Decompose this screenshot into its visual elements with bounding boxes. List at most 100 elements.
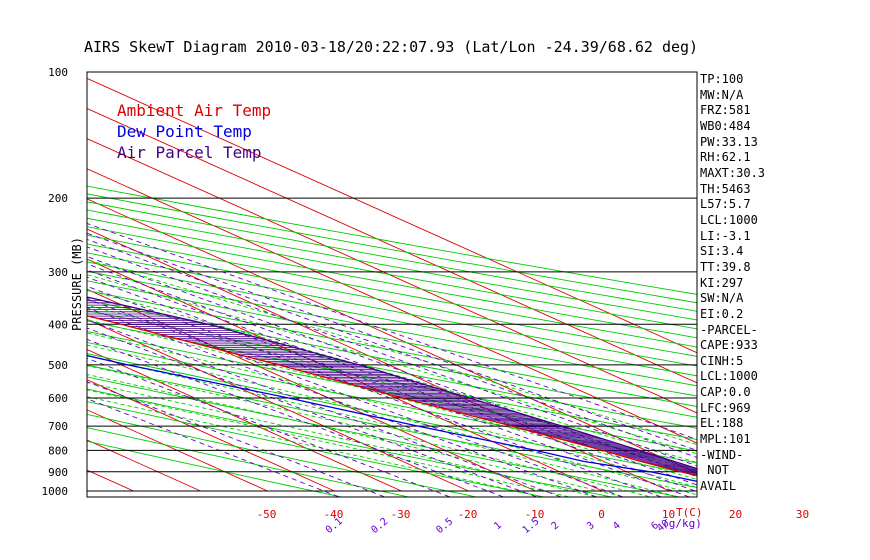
stability-indices-panel: TP:100 MW:N/A FRZ:581 WB0:484 PW:33.13 RH:62.… bbox=[700, 72, 865, 495]
pressure-tick-label: 100 bbox=[48, 66, 68, 79]
dry-adiabat-line bbox=[87, 217, 697, 330]
stability-index-entry: -WIND- bbox=[700, 447, 744, 462]
dry-adiabat-line bbox=[87, 401, 547, 497]
dry-adiabat-line bbox=[87, 341, 697, 464]
plot-frame bbox=[86, 71, 698, 498]
dry-adiabat-line bbox=[87, 226, 697, 339]
isotherm-line bbox=[87, 107, 697, 384]
x-axis-label: T(C) bbox=[676, 506, 703, 519]
dry-adiabat-line bbox=[87, 290, 697, 407]
dry-adiabat-line bbox=[87, 376, 682, 497]
pressure-tick-label: 1000 bbox=[42, 485, 69, 498]
isotherm-line bbox=[87, 168, 697, 444]
bottom-temp-tick-label: -40 bbox=[324, 508, 344, 521]
parcel-shading bbox=[87, 297, 697, 476]
mixing-ratio-tick-label: 0.2 bbox=[369, 516, 390, 536]
stability-index-entry: PW:33.13 bbox=[700, 134, 758, 149]
pressure-tick-label: 500 bbox=[48, 359, 68, 372]
mixing-ratio-unit-label: (g/kg) bbox=[662, 517, 702, 530]
bottom-temp-tick-label: 20 bbox=[729, 508, 742, 521]
stability-index-entry: CAPE:933 bbox=[700, 338, 758, 353]
legend: Ambient Air Temp Dew Point Temp Air Parcel… bbox=[117, 101, 271, 162]
bottom-temp-tick-label: -30 bbox=[391, 508, 411, 521]
stability-index-entry: AVAIL bbox=[700, 479, 737, 494]
stability-index-entry: LCL:1000 bbox=[700, 212, 758, 227]
profile-lines bbox=[87, 296, 697, 482]
pressure-tick-label: 700 bbox=[48, 420, 68, 433]
mixing-ratio-tick-label: 6 bbox=[649, 520, 661, 532]
dry-adiabat-line bbox=[87, 440, 344, 497]
pressure-tick-label: 300 bbox=[48, 266, 68, 279]
pressure-tick-label: 600 bbox=[48, 392, 68, 405]
pressure-tick-label: 200 bbox=[48, 192, 68, 205]
isotherm-line bbox=[87, 288, 536, 492]
bottom-temp-tick-label: -20 bbox=[458, 508, 478, 521]
stability-index-entry: LFC:969 bbox=[700, 400, 751, 415]
chart-title: AIRS SkewT Diagram 2010-03-18/20:22:07.9… bbox=[84, 38, 698, 56]
dry-adiabat-line bbox=[87, 299, 697, 418]
stability-index-entry: CINH:5 bbox=[700, 353, 744, 368]
mixing-ratio-line bbox=[87, 319, 563, 497]
moist-adiabat-line bbox=[87, 304, 697, 472]
dry-adiabat-line bbox=[87, 413, 479, 497]
bottom-temp-tick-label: 30 bbox=[796, 508, 809, 521]
legend-item: Ambient Air Temp bbox=[117, 101, 271, 120]
stability-index-entry: FRZ:581 bbox=[700, 103, 751, 118]
mixing-ratio-tick-label: 0.5 bbox=[434, 516, 455, 536]
dry-adiabat-line bbox=[87, 185, 697, 295]
y-axis-label: PRESSURE (MB) bbox=[70, 237, 84, 331]
dry-adiabat-line bbox=[87, 243, 697, 357]
isotherm-line bbox=[87, 409, 268, 492]
stability-index-entry: KI:297 bbox=[700, 275, 744, 290]
stability-index-entry: TH:5463 bbox=[700, 181, 751, 196]
dry-adiabat-line bbox=[87, 280, 697, 397]
parcel-line bbox=[87, 296, 697, 470]
dry-adiabat-line bbox=[87, 310, 697, 429]
mixing-ratio-tick-label: 2 bbox=[550, 520, 562, 532]
bottom-temp-tick-label: -50 bbox=[257, 508, 277, 521]
stability-index-entry: NOT bbox=[700, 463, 729, 478]
bottom-temp-tick-label: 0 bbox=[598, 508, 605, 521]
stability-index-entry: CAP:0.0 bbox=[700, 385, 751, 400]
pressure-tick-label: 900 bbox=[48, 466, 68, 479]
dewpoint-line bbox=[87, 354, 697, 482]
mixing-ratio-tick-label: 4 bbox=[611, 520, 623, 532]
dry-adiabat-line bbox=[87, 427, 412, 497]
stability-index-entry: RH:62.1 bbox=[700, 150, 751, 165]
stability-index-entry: TP:100 bbox=[700, 72, 744, 86]
mixing-ratio-line bbox=[87, 285, 663, 497]
stability-index-entry: L57:5.7 bbox=[700, 197, 751, 212]
stability-index-entry: EI:0.2 bbox=[700, 306, 744, 321]
legend-item: Air Parcel Temp bbox=[117, 143, 262, 162]
pressure-tick-label: 400 bbox=[48, 318, 68, 331]
isotherm-line bbox=[87, 198, 697, 474]
stability-index-entry: MW:N/A bbox=[700, 87, 744, 102]
moist-adiabat-line bbox=[87, 355, 680, 497]
stability-index-entry: LI:-3.1 bbox=[700, 228, 751, 243]
temperature-line bbox=[87, 315, 697, 477]
isotherm-line bbox=[87, 138, 697, 414]
dry-adiabat-line bbox=[87, 388, 615, 497]
stability-index-entry: SI:3.4 bbox=[700, 244, 744, 259]
stability-index-entry: MAXT:30.3 bbox=[700, 165, 766, 180]
stability-index-entry: SW:N/A bbox=[700, 291, 744, 306]
legend-item: Dew Point Temp bbox=[117, 122, 252, 141]
stability-index-entry: MPL:101 bbox=[700, 432, 751, 447]
dry-adiabat-line bbox=[87, 364, 697, 488]
pressure-tick-label: 800 bbox=[48, 444, 68, 457]
dry-adiabat-line bbox=[87, 234, 697, 348]
axis-labels: 1002003004005006007008009001000-120-110-… bbox=[42, 66, 810, 536]
isotherm-line bbox=[87, 349, 402, 492]
stability-index-entry: WB0:484 bbox=[700, 118, 751, 133]
mixing-ratio-tick-label: 3 bbox=[585, 520, 597, 532]
stability-index-entry: EL:188 bbox=[700, 416, 744, 431]
isotherm-line bbox=[87, 77, 697, 354]
dry-adiabat-line bbox=[87, 209, 697, 321]
isotherm-line bbox=[87, 318, 469, 492]
stability-index-entry: LCL:1000 bbox=[700, 369, 758, 384]
dry-adiabat-line bbox=[87, 201, 697, 312]
stability-index-entry: -PARCEL- bbox=[700, 322, 758, 337]
stability-index-entry: TT:39.8 bbox=[700, 259, 751, 274]
bottom-temp-tick-label: -10 bbox=[525, 508, 545, 521]
